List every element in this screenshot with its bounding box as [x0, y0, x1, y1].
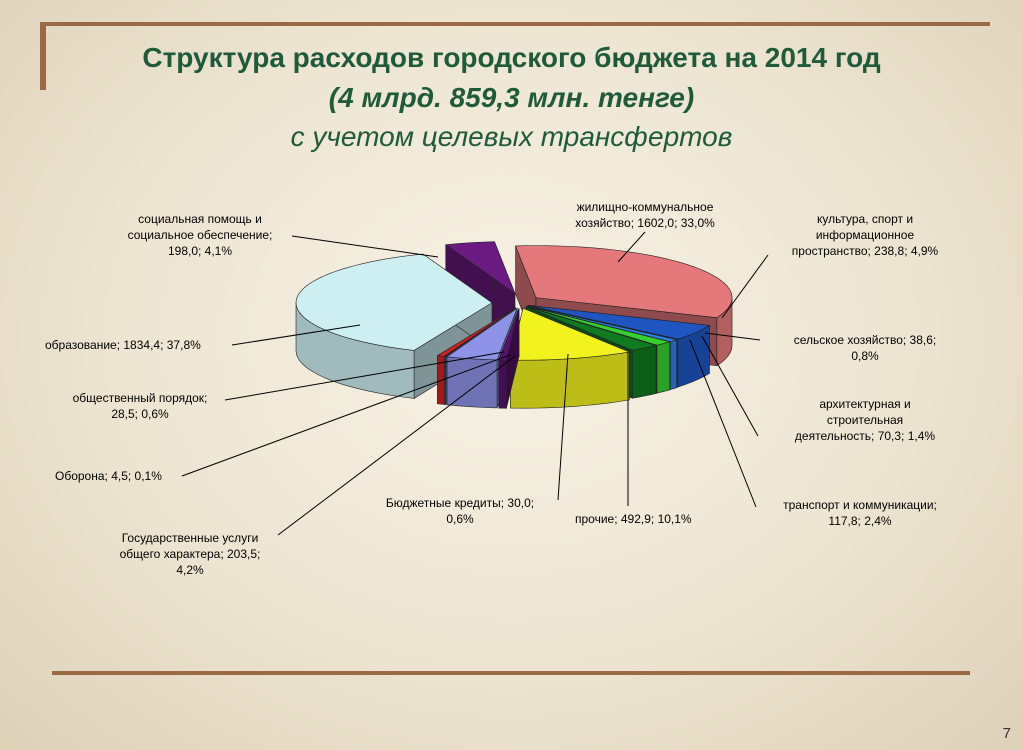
data-label-line: образование; 1834,4; 37,8%: [45, 338, 201, 352]
data-label-line: архитектурная и: [819, 397, 911, 411]
data-label-line: сельское хозяйство; 38,6;: [793, 333, 937, 347]
leader-line-1: [617, 231, 646, 263]
slide-title: Структура расходов городского бюджета на…: [142, 42, 881, 73]
data-label-line: Государственные услуги: [121, 531, 259, 545]
data-label-line: 4,2%: [176, 563, 204, 577]
data-label-1: жилищно-коммунальное хозяйство; 1602,0; 3…: [560, 199, 730, 231]
decor-frame-bottom: [52, 671, 970, 675]
leader-line-4: [701, 335, 759, 437]
data-label-3: сельское хозяйство; 38,6; 0,8%: [770, 332, 960, 364]
data-label-line: социальное обеспечение;: [127, 228, 273, 242]
data-label-line: информационное: [815, 228, 915, 242]
data-label-line: 0,8%: [851, 349, 879, 363]
data-label-line: пространство; 238,8; 4,9%: [791, 244, 939, 258]
leader-line-2: [721, 254, 769, 319]
data-label-line: 198,0; 4,1%: [167, 244, 233, 258]
data-label-12: социальная помощь и социальное обеспечени…: [95, 211, 305, 259]
data-label-6: прочие; 492,9; 10,1%: [575, 511, 735, 527]
slide-subtitle-total: (4 млрд. 859,3 млн. тенге): [328, 82, 695, 113]
leader-line-7: [557, 353, 569, 501]
data-label-line: Оборона; 4,5; 0,1%: [55, 469, 162, 483]
data-label-4: архитектурная и строительная деятельность;…: [770, 396, 960, 444]
data-label-line: строительная: [826, 413, 904, 427]
data-label-9: Оборона; 4,5; 0,1%: [55, 468, 195, 484]
leader-line-5: [689, 339, 757, 508]
data-label-line: прочие; 492,9; 10,1%: [575, 512, 692, 526]
leader-line-12: [291, 235, 439, 258]
data-label-line: общего характера; 203,5;: [119, 547, 261, 561]
data-label-10: общественный порядок; 28,5; 0,6%: [55, 390, 225, 422]
data-label-line: жилищно-коммунальное: [576, 200, 714, 214]
leader-line-10: [224, 351, 505, 401]
data-label-line: транспорт и коммуникации;: [783, 498, 937, 512]
pie-slice-7: [498, 308, 520, 409]
leader-line-3: [704, 332, 761, 341]
data-label-5: транспорт и коммуникации; 117,8; 2,4%: [760, 497, 960, 529]
data-label-line: культура, спорт и: [816, 212, 914, 226]
pie-slice-6: [510, 307, 631, 409]
decor-frame-vertical: [40, 22, 46, 90]
data-label-2: культура, спорт и информационное пространс…: [770, 211, 960, 259]
page-number: 7: [1002, 725, 1011, 742]
data-label-11: образование; 1834,4; 37,8%: [45, 337, 245, 353]
data-label-line: деятельность; 70,3; 1,4%: [794, 429, 936, 443]
data-label-line: Бюджетные кредиты; 30,0;: [385, 496, 535, 510]
pie-slice-8: [446, 307, 518, 409]
leader-line-8: [277, 355, 516, 536]
data-label-line: 28,5; 0,6%: [111, 407, 169, 421]
leader-line-9: [181, 354, 511, 477]
decor-frame-top: [40, 22, 990, 26]
data-label-line: социальная помощь и: [138, 212, 262, 226]
data-label-line: общественный порядок;: [72, 391, 208, 405]
data-label-7: Бюджетные кредиты; 30,0; 0,6%: [360, 495, 560, 527]
data-label-line: 117,8; 2,4%: [828, 514, 892, 528]
data-label-8: Государственные услуги общего характера; …: [100, 530, 280, 578]
data-label-line: хозяйство; 1602,0; 33,0%: [575, 216, 715, 230]
slide-subtitle-note: с учетом целевых трансфертов: [290, 121, 733, 152]
leader-line-11: [231, 324, 361, 346]
data-label-line: 0,6%: [446, 512, 474, 526]
